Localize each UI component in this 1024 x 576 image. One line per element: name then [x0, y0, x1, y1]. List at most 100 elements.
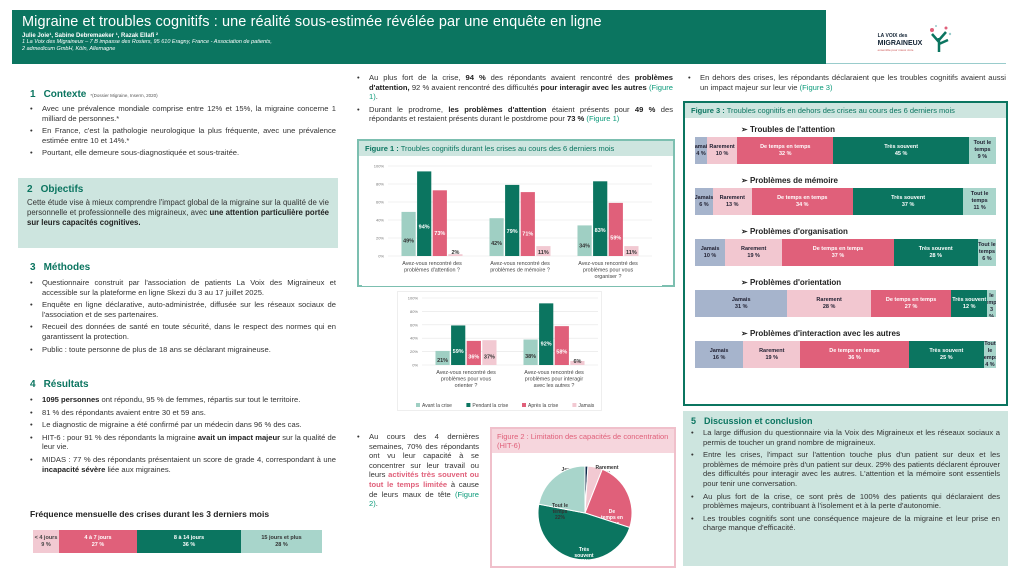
row-title: Troubles de l'attention — [741, 125, 996, 134]
bar-value-label: 73% — [434, 231, 445, 237]
text-segment: 49 % — [634, 104, 656, 114]
bullet-item: Questionnaire construit par l'associatio… — [30, 278, 336, 297]
stacked-segment: Tout le temps 9 % — [968, 137, 996, 164]
bar — [489, 218, 504, 256]
legend-label: Après la crise — [528, 403, 559, 409]
pie-slice — [584, 468, 633, 529]
legend-label: Pendant la crise — [472, 403, 508, 409]
text-segment: . — [375, 499, 378, 509]
resultats-list: 1095 personnes ont répondu, 95 % de femm… — [30, 395, 336, 474]
category-label: Avez-vous rencontré des problèmes d'atten… — [402, 261, 462, 274]
legend-swatch — [572, 403, 577, 407]
bar-value-label: 92% — [541, 341, 552, 347]
figure-3-row: Problèmes d'interaction avec les autres J… — [695, 329, 996, 368]
text-segment: 94 % — [465, 73, 486, 82]
figure-3-row: Troubles de l'attention Jamais4 %Rarement… — [695, 125, 996, 164]
bar — [554, 326, 569, 365]
frequence-segment: 15 jours et plus 28 % — [241, 530, 322, 553]
text-segment: Enquête en ligne déclarative, auto-admin… — [42, 300, 336, 319]
stacked-segment: Rarement 19 % — [743, 341, 801, 368]
bar — [482, 340, 497, 365]
text-segment: Entre les crises, l'impact sur l'attenti… — [703, 450, 1000, 488]
bar-value-label: 71% — [522, 232, 533, 238]
y-tick-label: 60% — [376, 200, 384, 205]
bar — [401, 211, 416, 256]
stacked-segment: Très souvent 28 % — [893, 239, 978, 266]
text-segment: des répondants et restaient présents dur… — [369, 104, 673, 124]
y-tick-label: 0% — [412, 363, 418, 368]
text-segment: Le diagnostic de migraine a été confirmé… — [42, 420, 302, 430]
category-label: Avez-vous rencontré des problèmes pour in… — [524, 370, 584, 389]
bar-value-label: 34% — [579, 243, 590, 249]
poster-header: Migraine et troubles cognitifs : une réa… — [12, 10, 826, 64]
figure-1: Figure 1 : Troubles cognitifs durant les… — [357, 139, 675, 287]
stacked-segment: Rarement 13 % — [712, 188, 752, 215]
text-segment: HIT-6 : pour 91 % des répondants la migr… — [42, 432, 198, 442]
text-segment: les problèmes d'attention — [448, 104, 547, 114]
bar — [593, 181, 608, 256]
legend-swatch — [416, 403, 420, 407]
bar-value-label: 11% — [538, 250, 549, 256]
stacked-segment: Très souvent 37 % — [852, 188, 964, 215]
bar — [435, 350, 450, 365]
bullet-item: Avec une prévalence mondiale comprise en… — [30, 104, 336, 123]
figure-2: Figure 2 : Limitation des capacités de c… — [490, 427, 676, 568]
discussion-list: La large diffusion du questionnaire via … — [691, 428, 1000, 533]
bullet-item: Au plus fort de la crise, ce sont près d… — [691, 492, 1000, 511]
affiliation-2: 2 admedicum GmbH, Köln, Allemagne — [22, 46, 116, 52]
middle-bottom-list: Au cours des 4 dernières semaines, 70% d… — [357, 432, 479, 509]
stacked-segment: Très souvent 12 % — [951, 290, 988, 317]
bullet-item: Durant le prodrome, les problèmes d'atte… — [357, 105, 673, 124]
figure-1-chart-top: 0% 20% 40% 60% 80% 100% 49% 94% 73% 2% Avez-vous r… — [362, 158, 662, 286]
stacked-segment: Jamais 10 % — [695, 239, 726, 266]
bar-value-label: 59% — [453, 349, 464, 355]
stacked-bar: Jamais 10 % Rarement 19 % De temps en temps 3… — [695, 239, 996, 266]
bar-value-label: 21% — [437, 358, 448, 364]
y-tick-label: 40% — [410, 336, 418, 341]
frequence-stacked-bar: < 4 jours 9 % 4 à 7 jours 27 % 8 à 14 jours 3… — [33, 530, 322, 553]
text-segment: Durant le prodrome, — [369, 104, 449, 114]
poster-title: Migraine et troubles cognitifs : une réa… — [22, 14, 602, 30]
text-segment: Au cours des 4 dernières semaines, 70% d… — [369, 432, 479, 480]
bullet-item: Les troubles cognitifs sont une conséque… — [691, 514, 1000, 533]
bullet-item: MIDAS : 77 % des répondants présentaient… — [30, 455, 336, 474]
stacked-bar: Jamais 16 % Rarement 19 % De temps en temps 3… — [695, 341, 996, 368]
stacked-segment: Rarement 10 % — [707, 137, 738, 164]
tree-icon — [930, 24, 952, 52]
bullet-item: Recueil des données de santé en toute sé… — [30, 322, 336, 341]
text-segment: Pourtant, elle demeure sous-diagnostiqué… — [42, 148, 240, 158]
y-tick-label: 20% — [376, 236, 384, 241]
text-segment: . — [375, 92, 378, 102]
bar — [448, 254, 463, 256]
bar-value-label: 37% — [484, 354, 495, 360]
stacked-segment: Très souvent 25 % — [908, 341, 984, 368]
bullet-item: Public : toute personne de plus de 18 an… — [30, 345, 336, 355]
stacked-segment: Jamais4 % — [695, 137, 708, 164]
y-tick-label: 20% — [410, 349, 418, 354]
section-contexte: 1 Contexte *(Dossier Migraine, Inserm, 202… — [30, 89, 336, 161]
bullet-item: 81 % des répondants avaient entre 30 et … — [30, 408, 336, 418]
text-segment: une attention particulière portée sur le… — [27, 208, 329, 227]
methodes-list: Questionnaire construit par l'associatio… — [30, 278, 336, 354]
right-top-list: En dehors des crises, les répondants déc… — [688, 73, 1006, 92]
text-segment: Au plus fort de la crise, — [369, 73, 466, 82]
bullet-item: En dehors des crises, les répondants déc… — [688, 73, 1006, 92]
text-segment: (Figure 3) — [799, 82, 833, 92]
text-segment: Public : toute personne de plus de 18 an… — [42, 344, 271, 354]
bar-value-label: 36% — [468, 355, 479, 361]
bar — [520, 192, 535, 256]
bullet-item: Au cours des 4 dernières semaines, 70% d… — [357, 432, 479, 509]
text-segment: 1095 personnes — [42, 395, 100, 404]
y-tick-label: 100% — [408, 296, 419, 301]
stacked-segment: Tout le temps 11 % — [963, 188, 996, 215]
text-segment: MIDAS : 77 % des répondants présentaient… — [42, 454, 336, 464]
stacked-segment: Jamais 16 % — [695, 341, 744, 368]
text-segment: Au plus fort de la crise, ce sont près d… — [703, 491, 1000, 511]
bar-value-label: 58% — [556, 349, 567, 355]
legend-swatch — [466, 403, 471, 407]
